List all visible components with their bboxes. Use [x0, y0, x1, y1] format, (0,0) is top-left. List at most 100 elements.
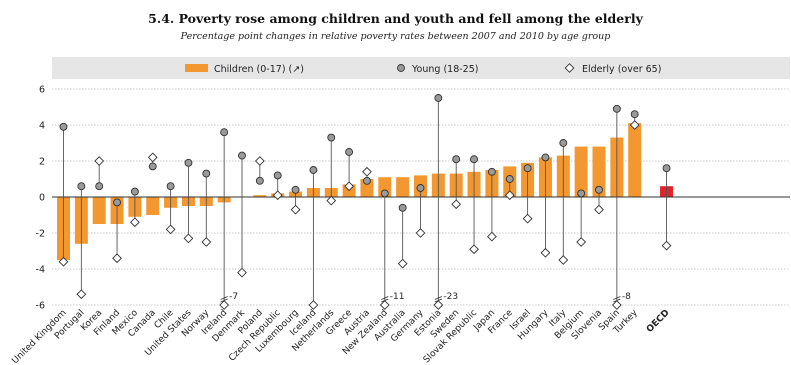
elderly-marker-poland — [254, 156, 265, 166]
legend-marker-elderly — [564, 63, 575, 73]
series-markers — [58, 94, 672, 310]
elderly-marker-canada — [147, 152, 158, 163]
young-marker-united-states — [184, 158, 193, 167]
elderly-marker-czech-republic — [272, 190, 283, 201]
y-axis: -6 -4 -2 0 2 4 6 — [36, 85, 45, 312]
bar-turkey — [628, 123, 642, 197]
break-mark — [613, 296, 621, 300]
legend-background — [52, 57, 790, 79]
elderly-marker-chile — [165, 224, 176, 235]
bar-korea — [92, 197, 106, 224]
elderly-marker-iceland — [308, 300, 319, 310]
chart-subtitle: Percentage point changes in relative pov… — [180, 31, 611, 42]
break-mark — [220, 298, 228, 303]
elderly-marker-hungary — [540, 247, 551, 258]
break-mark — [381, 296, 389, 300]
elderly-marker-finland — [112, 253, 122, 264]
young-marker-ireland — [220, 128, 229, 137]
bar-austria — [360, 179, 374, 197]
young-marker-italy — [559, 139, 568, 147]
legend-marker-young — [397, 64, 405, 72]
elderly-marker-germany — [415, 228, 426, 238]
young-marker-denmark — [238, 151, 246, 160]
break-label-new-zealand: -11 — [390, 292, 405, 302]
elderly-marker-slovak-republic — [469, 244, 479, 255]
legend: Children (0-17) (↗) Young (18-25) Elderl… — [52, 57, 790, 79]
young-marker-netherlands — [327, 133, 336, 142]
legend-swatch-children — [185, 64, 208, 72]
elderly-marker-greece — [344, 181, 354, 192]
elderly-marker-portugal — [76, 289, 87, 300]
young-marker-slovak-republic — [470, 155, 478, 164]
bar-canada — [146, 197, 160, 215]
young-marker-turkey — [630, 110, 639, 119]
young-marker-japan — [487, 167, 496, 176]
young-marker-slovenia — [595, 185, 603, 194]
elderly-marker-new-zealand — [379, 300, 390, 310]
break-mark — [434, 298, 443, 303]
young-marker-israel — [523, 164, 532, 173]
young-marker-norway — [202, 169, 211, 178]
young-marker-canada — [148, 162, 157, 171]
legend-label-children: Children (0-17) (↗) — [214, 64, 304, 75]
young-marker-france — [505, 175, 514, 183]
elderly-marker-luxembourg — [290, 204, 301, 215]
break-mark — [220, 296, 228, 300]
young-marker-new-zealand — [380, 189, 389, 198]
break-label-spain: -8 — [622, 292, 631, 302]
elderly-marker-netherlands — [326, 195, 337, 206]
legend-label-elderly: Elderly (over 65) — [582, 64, 661, 75]
break-mark — [434, 296, 443, 300]
elderly-marker-australia — [397, 258, 408, 269]
young-marker-united-kingdom — [59, 122, 68, 131]
young-marker-portugal — [77, 182, 86, 191]
break-label-estonia: -23 — [443, 292, 458, 302]
elderly-marker-austria — [362, 166, 372, 177]
young-marker-germany — [416, 184, 425, 192]
young-marker-chile — [166, 182, 175, 191]
young-marker-spain — [612, 104, 621, 113]
legend-label-young: Young (18-25) — [411, 64, 478, 75]
young-marker-luxembourg — [291, 185, 300, 194]
y-tick-label: 2 — [39, 157, 45, 168]
elderly-marker-united-kingdom — [58, 256, 69, 267]
break-mark — [381, 298, 389, 303]
young-marker-sweden — [452, 155, 461, 164]
elderly-marker-mexico — [130, 217, 140, 228]
elderly-marker-slovenia — [594, 204, 604, 215]
young-marker-finland — [113, 198, 122, 207]
y-tick-label: 4 — [39, 121, 45, 132]
elderly-marker-turkey — [629, 120, 640, 130]
y-tick-label: 6 — [39, 85, 45, 96]
young-marker-estonia — [434, 94, 443, 102]
bar-slovenia — [592, 146, 606, 197]
elderly-marker-oecd — [661, 240, 672, 251]
y-tick-label: -4 — [36, 265, 45, 276]
break-mark — [613, 298, 621, 303]
young-marker-hungary — [541, 153, 550, 162]
elderly-marker-norway — [201, 237, 212, 247]
bar-australia — [396, 177, 410, 197]
elderly-marker-ireland — [219, 300, 230, 310]
break-label-ireland: -7 — [229, 292, 238, 302]
elderly-marker-korea — [94, 156, 105, 166]
young-marker-oecd — [662, 164, 671, 173]
y-tick-label: -2 — [36, 229, 45, 240]
elderly-marker-united-states — [183, 233, 194, 244]
young-marker-belgium — [577, 189, 586, 198]
range-lines — [63, 98, 667, 305]
elderly-marker-italy — [558, 255, 569, 265]
young-marker-australia — [398, 203, 407, 212]
young-marker-poland — [255, 176, 264, 185]
elderly-marker-belgium — [576, 237, 587, 247]
y-tick-label: -6 — [36, 301, 45, 312]
bar-poland — [253, 195, 267, 197]
young-marker-greece — [345, 148, 354, 156]
elderly-marker-denmark — [237, 267, 247, 278]
young-marker-korea — [95, 182, 104, 191]
x-label-oecd: OECD — [645, 308, 672, 335]
axis-break-labels: -7 -11 -23 -8 — [220, 292, 631, 303]
elderly-marker-japan — [487, 231, 497, 242]
elderly-marker-spain — [611, 300, 622, 310]
x-axis-labels: United KingdomPortugalKoreaFinlandMexico… — [10, 307, 671, 365]
